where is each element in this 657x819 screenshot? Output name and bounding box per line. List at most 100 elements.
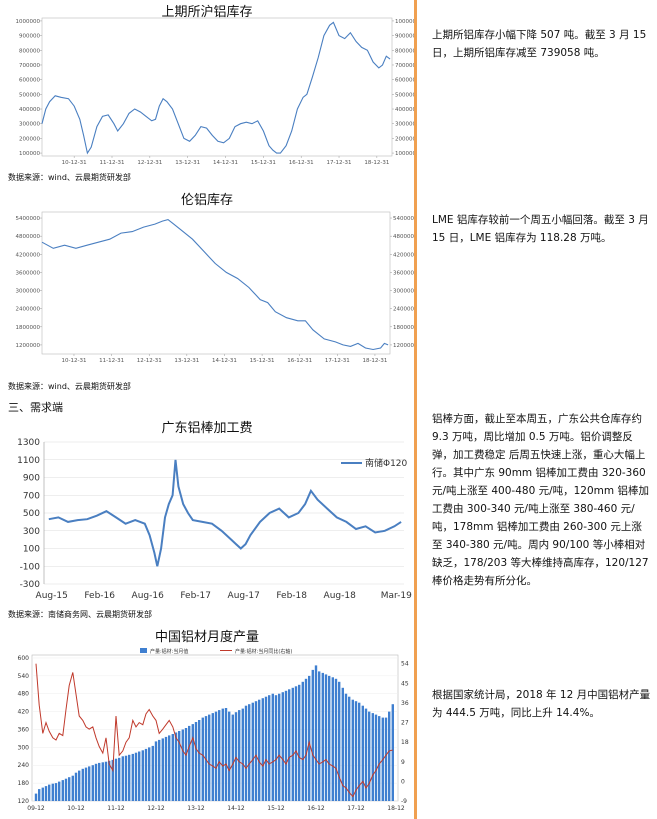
output-bar (201, 717, 204, 801)
x-tick-label: 12-12-31 (137, 358, 162, 364)
y-tick-label-right: 400000 (395, 107, 414, 113)
output-bar (348, 696, 351, 801)
output-bar (144, 748, 148, 801)
x-tick-label: 15-12-31 (250, 358, 275, 364)
x-tick-label: 15-12-31 (251, 160, 276, 166)
x-tick-label: 15-12 (267, 805, 285, 812)
output-bar (164, 736, 168, 801)
y-tick-label-left: 4200000 (16, 252, 41, 258)
aluminium-output-chart: 600 540 480 420 360 300 240 180 120 54 45 36 27 18 9 0 -… (18, 648, 409, 812)
y-tick-label-left: 1000000 (16, 19, 41, 25)
legend-swatch (140, 648, 147, 653)
output-bar (181, 729, 184, 801)
x-tick-label: Feb-16 (84, 591, 115, 601)
x-tick-label: 16-12-31 (287, 358, 312, 364)
y-tick-label: 700 (23, 491, 40, 501)
y-tick-label-left: 700000 (19, 63, 40, 69)
output-bar (204, 716, 208, 801)
x-tick-label: 13-12-31 (175, 160, 200, 166)
y-tick-label-right: 600000 (395, 78, 414, 84)
plot-frame (41, 211, 391, 355)
output-bar (361, 705, 364, 801)
output-bar (294, 686, 298, 801)
output-bar (384, 717, 388, 801)
output-bar (288, 689, 291, 801)
y-tick-label-right: 1000000 (395, 19, 414, 25)
output-bar (174, 732, 178, 801)
chart-title: 伦铝库存 (180, 193, 233, 208)
y-tick-label-right: -9 (401, 798, 407, 805)
y-tick-label-left: 5400000 (16, 216, 41, 222)
y-tick-label: 1300 (17, 438, 40, 448)
output-bar (238, 710, 241, 801)
output-bar (368, 711, 371, 801)
output-bar (311, 669, 314, 801)
y-tick-label-left: 2400000 (16, 307, 41, 313)
y-tick-label-left: 420 (18, 709, 30, 716)
output-bar (254, 701, 258, 801)
x-tick-label: 12-12 (147, 805, 165, 812)
output-bar (61, 780, 64, 801)
y-tick-label: 900 (23, 474, 40, 484)
x-tick-label: 10-12 (67, 805, 85, 812)
y-tick-label-right: 800000 (395, 48, 414, 54)
output-bar (108, 760, 111, 801)
output-bar (258, 699, 261, 801)
output-bar (38, 789, 41, 801)
output-bar (141, 750, 144, 801)
y-tick-label: -100 (20, 562, 41, 572)
yoy-series-line (35, 663, 393, 798)
output-bar (341, 687, 344, 801)
output-bar (121, 756, 124, 801)
output-bar (301, 681, 304, 801)
y-tick-label-left: 3600000 (16, 270, 41, 276)
output-bar (74, 772, 78, 801)
x-tick-label: 18-12-31 (362, 358, 387, 364)
output-bar (284, 690, 288, 801)
output-bar (308, 675, 311, 801)
legend-label: 产量:铝材:当月同比(右轴) (235, 648, 292, 655)
x-tick-label: Aug-16 (132, 591, 165, 601)
x-tick-label: 12-12-31 (137, 160, 162, 166)
x-tick-label: 18-12 (387, 805, 405, 812)
y-tick-label-right: 5400000 (393, 216, 414, 222)
output-bar (68, 777, 71, 801)
y-tick-label-right: 54 (401, 661, 409, 668)
y-tick-label-right: 1200000 (393, 343, 414, 349)
inventory-series-line (41, 218, 389, 351)
x-tick-label: 11-12-31 (99, 358, 124, 364)
output-bar (168, 735, 171, 801)
output-bar (54, 783, 58, 801)
paragraph: 上期所铝库存小幅下降 507 吨。截至 3 月 15 日，上期所铝库存减至 73… (432, 29, 650, 59)
chart-title: 广东铝棒加工费 (161, 421, 253, 436)
x-tick-label: 11-12 (107, 805, 125, 812)
output-bar (374, 714, 378, 801)
y-tick-label-right: 18 (401, 739, 409, 746)
source-note: 数据来源：wind、云晨期货研发部 (8, 173, 131, 182)
chart-title: 上期所沪铝库存 (161, 5, 253, 20)
y-tick-label-right: 27 (401, 720, 409, 727)
y-tick-label-left: 100000 (19, 151, 40, 157)
y-tick-label-right: 4200000 (393, 252, 414, 258)
paragraph: 根据国家统计局，2018 年 12 月中国铝材产量为 444.5 万吨，同比上升… (432, 689, 651, 719)
output-bar (291, 687, 294, 801)
output-bar (151, 745, 154, 801)
output-bar (218, 710, 221, 801)
output-bar (214, 711, 218, 801)
y-tick-label: 500 (23, 509, 40, 519)
output-bar (64, 778, 68, 801)
x-tick-label: Aug-17 (228, 591, 260, 601)
output-bar (58, 781, 61, 801)
x-tick-label: Aug-15 (36, 591, 68, 601)
legend-label: 产量:铝材:当月值 (150, 648, 188, 655)
output-bar (124, 755, 128, 801)
output-bar (71, 775, 74, 801)
output-bar (88, 766, 91, 801)
output-bar (128, 754, 131, 801)
y-tick-label-right: 700000 (395, 63, 414, 69)
y-tick-label-right: 3000000 (393, 289, 414, 295)
output-bar (221, 708, 224, 801)
output-bar (264, 696, 268, 801)
y-tick-label-left: 200000 (19, 136, 40, 142)
output-bar (161, 738, 164, 801)
